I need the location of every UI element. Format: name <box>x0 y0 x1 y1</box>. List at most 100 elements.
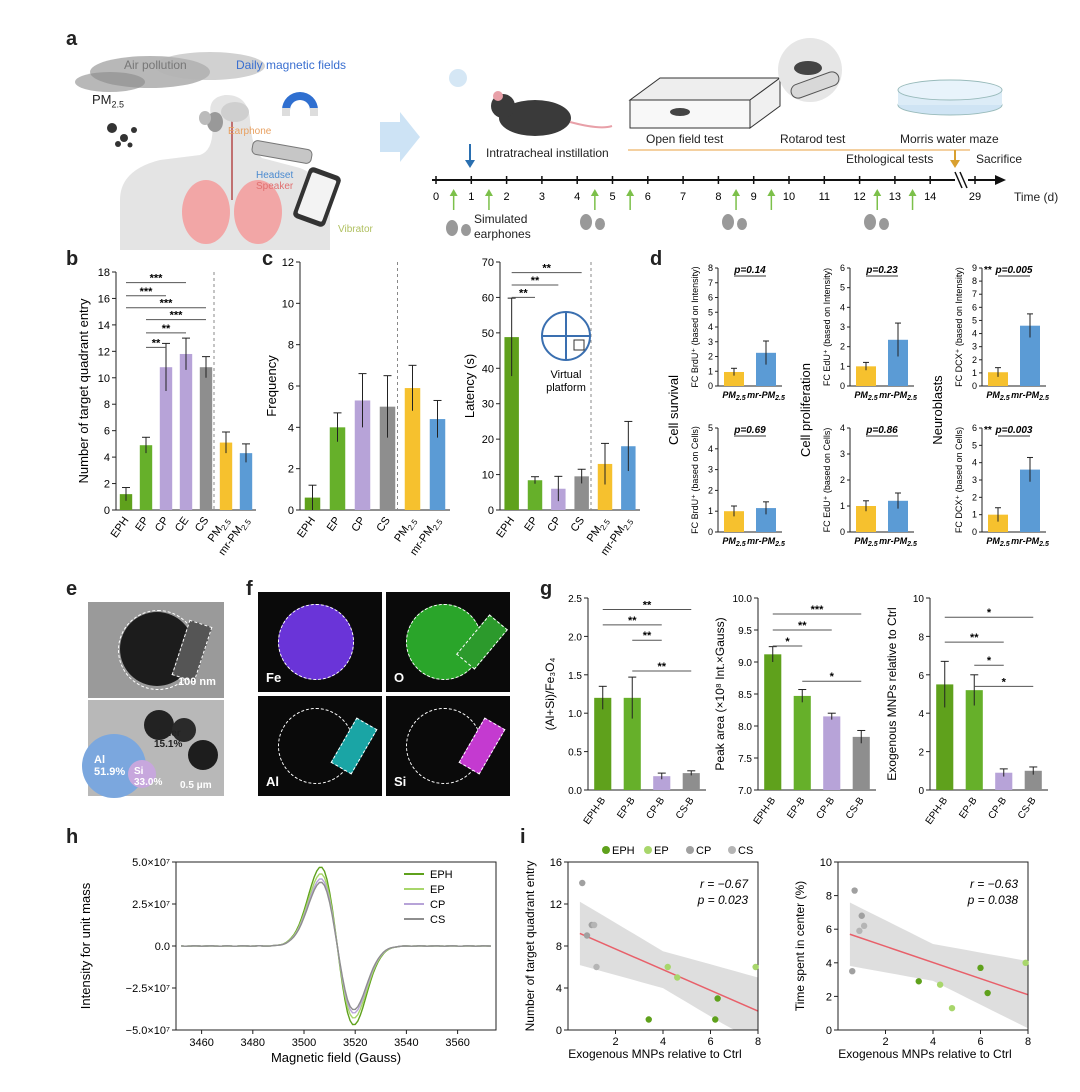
correlation-r: r = −0.67 <box>700 877 749 891</box>
significance-stars: * <box>987 607 992 619</box>
scatter-point <box>674 974 681 981</box>
y-tick-label: 8.0 <box>738 722 752 733</box>
significance-stars: ** <box>798 620 807 632</box>
syringe-dot-icon <box>449 69 467 87</box>
category-label: mr-PM2.5 <box>747 390 785 402</box>
x-tick-label: 3460 <box>189 1037 213 1049</box>
y-tick-label: −2.5×10⁷ <box>126 983 170 995</box>
scatter-point <box>858 912 865 919</box>
chart-h: 3460 3480 3500 3520 3540 3560 −5.0×10⁷ −2.5×10⁷… <box>78 857 497 1065</box>
significance-stars: * <box>1002 676 1007 688</box>
eds-label-fe: Fe <box>266 670 282 685</box>
category-label: CS <box>374 515 393 534</box>
fe-signal <box>278 604 354 680</box>
significance-stars: *** <box>170 310 184 322</box>
y-tick-label: 2 <box>826 991 832 1003</box>
bar <box>429 419 446 510</box>
earphone-markers <box>446 214 889 236</box>
significance-stars: ** <box>542 263 551 275</box>
legend-label: CP <box>430 899 445 911</box>
bar <box>329 427 346 510</box>
smog-cloud-icon <box>75 52 265 92</box>
y-tick-label: 0 <box>918 786 924 797</box>
significance-stars: *** <box>140 286 154 298</box>
y-tick-label: 1 <box>972 368 977 378</box>
d-subplot: 0 1 2 3 4 5 FC BrdU⁺ (based on Cells) PM2.5 mr-P… <box>690 423 785 548</box>
instillation-label: Intratracheal instillation <box>486 146 609 160</box>
bar <box>1020 469 1040 532</box>
y-tick-label: 10 <box>820 857 832 869</box>
x-tick-label: 8 <box>755 1036 761 1048</box>
y-tick-label: 0 <box>708 381 713 391</box>
d-subplot: 0 1 2 3 4 FC EdU⁺ (based on Cells) PM2.5 mr-PM2… <box>822 423 917 548</box>
y-tick-label: 3 <box>972 342 977 352</box>
panel-letter-d: d <box>650 248 663 270</box>
water-maze-icon <box>897 79 1003 116</box>
category-label: mr-PM2.5 <box>1011 390 1049 402</box>
daily-fields-label: Daily magnetic fields <box>236 58 347 72</box>
bar <box>139 445 153 510</box>
x-tick-label: 3560 <box>445 1037 469 1049</box>
bar <box>597 463 613 510</box>
y-tick-label: 10.0 <box>733 594 753 605</box>
y-tick-label: 5 <box>972 315 977 325</box>
chart-i1: 2 4 6 8 0 4 8 12 16 Exogenous MNPs relative to Ct… <box>523 845 761 1061</box>
y-tick-label: 7.5 <box>738 754 752 765</box>
particle-dark <box>172 718 196 742</box>
d-subplot: 0 1 2 3 4 5 6 FC DCX⁺ (based on Cells) PM2.5 mr-P… <box>954 423 1049 548</box>
y-tick-label: 9 <box>972 263 977 273</box>
x-tick-label: 3500 <box>292 1037 316 1049</box>
bar <box>354 400 371 510</box>
y-tick-label: 7 <box>972 289 977 299</box>
p-value: p=0.14 <box>733 265 766 276</box>
y-tick-label: −5.0×10⁷ <box>126 1025 170 1037</box>
y-tick-label: 6 <box>708 293 713 303</box>
y-tick-label: 5 <box>708 423 713 433</box>
y-tick-label: 4 <box>840 302 845 312</box>
y-tick-label: 5.0×10⁷ <box>132 857 170 869</box>
bar <box>404 388 421 510</box>
y-tick-label: 2.5×10⁷ <box>132 899 170 911</box>
morris-label: Morris water maze <box>900 132 999 146</box>
y-tick-label: 0 <box>104 505 110 517</box>
panel-letter-b: b <box>66 248 79 270</box>
y-tick-label: 10 <box>482 470 494 482</box>
y-tick-label: 4 <box>840 423 845 433</box>
significance-stars: *** <box>150 273 164 285</box>
pie-chart-si-slice <box>128 760 156 788</box>
y-tick-label: 30 <box>482 399 494 411</box>
y-tick-label: 2 <box>708 485 713 495</box>
category-label: PM2.5 <box>986 390 1009 402</box>
y-tick-label: 3 <box>708 337 713 347</box>
timeline-tick-label: 10 <box>783 191 795 203</box>
legend-label: CP <box>696 845 711 857</box>
scale-bar-top: 100 nm <box>178 676 216 688</box>
bar <box>199 367 213 510</box>
regression-line <box>579 932 759 1012</box>
vibrator-label: Vibrator <box>338 224 373 235</box>
y-tick-label: 0 <box>972 381 977 391</box>
y-tick-label: 0 <box>840 381 845 391</box>
y-axis-label: FC EdU⁺ (based on Intensity) <box>822 268 832 386</box>
legend-label: EP <box>654 845 669 857</box>
category-label: PM2.5 <box>854 536 877 548</box>
y-tick-label: 6 <box>972 423 977 433</box>
eds-map-o: O <box>386 592 510 692</box>
y-tick-label: 4 <box>556 983 562 995</box>
speaker-label: Speaker <box>256 181 294 192</box>
y-axis-label: Frequency <box>264 355 279 417</box>
bar <box>594 697 612 790</box>
y-tick-label: 3 <box>972 475 977 485</box>
bar <box>856 366 876 386</box>
y-tick-label: 12 <box>550 899 562 911</box>
timeline-tick-label: 8 <box>715 191 721 203</box>
bar <box>724 371 744 386</box>
y-tick-label: 12 <box>282 257 294 269</box>
headset-label: Headset <box>256 170 294 181</box>
bar <box>653 776 671 790</box>
timeline-tick-label: 14 <box>924 191 936 203</box>
bar <box>756 352 776 386</box>
y-axis-label: FC BrdU⁺ (based on Intensity) <box>690 266 700 387</box>
